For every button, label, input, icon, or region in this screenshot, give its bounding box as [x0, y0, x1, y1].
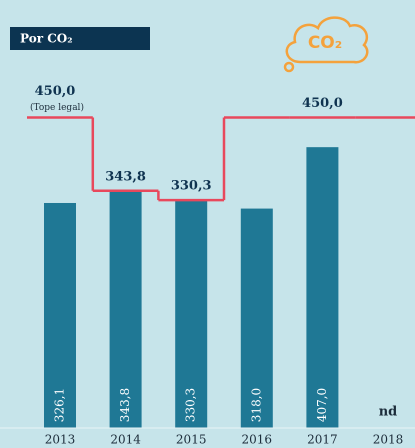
bar-value-label: 407,0 [315, 388, 329, 422]
bar-value-label: 330,3 [184, 388, 198, 422]
x-tick-label: 2013 [45, 433, 76, 447]
bar-value-label: 326,1 [53, 388, 67, 422]
bar [109, 190, 142, 428]
chart-title: Por CO₂ [20, 32, 72, 46]
limit-label: 343,8 [105, 169, 146, 184]
bar [240, 208, 273, 428]
co2-icon [283, 16, 369, 73]
bar-value-label: 343,8 [118, 388, 132, 422]
bar [44, 202, 76, 428]
limit-annotation: (Tope legal) [30, 102, 84, 113]
x-tick-label: 2015 [176, 433, 207, 447]
x-tick-label: 2016 [242, 433, 273, 447]
bar [175, 200, 208, 428]
x-tick-label: 2014 [110, 433, 141, 447]
limit-label: 450,0 [302, 96, 343, 111]
icon-label: CO₂ [308, 33, 342, 53]
title-box [10, 27, 150, 50]
x-tick-label: 2018 [373, 433, 404, 447]
limit-label: 450,0 [35, 84, 76, 99]
bar-value-label: nd [379, 405, 398, 420]
bar-value-label: 318,0 [249, 388, 263, 422]
limit-label: 330,3 [171, 179, 212, 194]
x-tick-label: 2017 [307, 433, 338, 447]
bar [306, 147, 339, 429]
